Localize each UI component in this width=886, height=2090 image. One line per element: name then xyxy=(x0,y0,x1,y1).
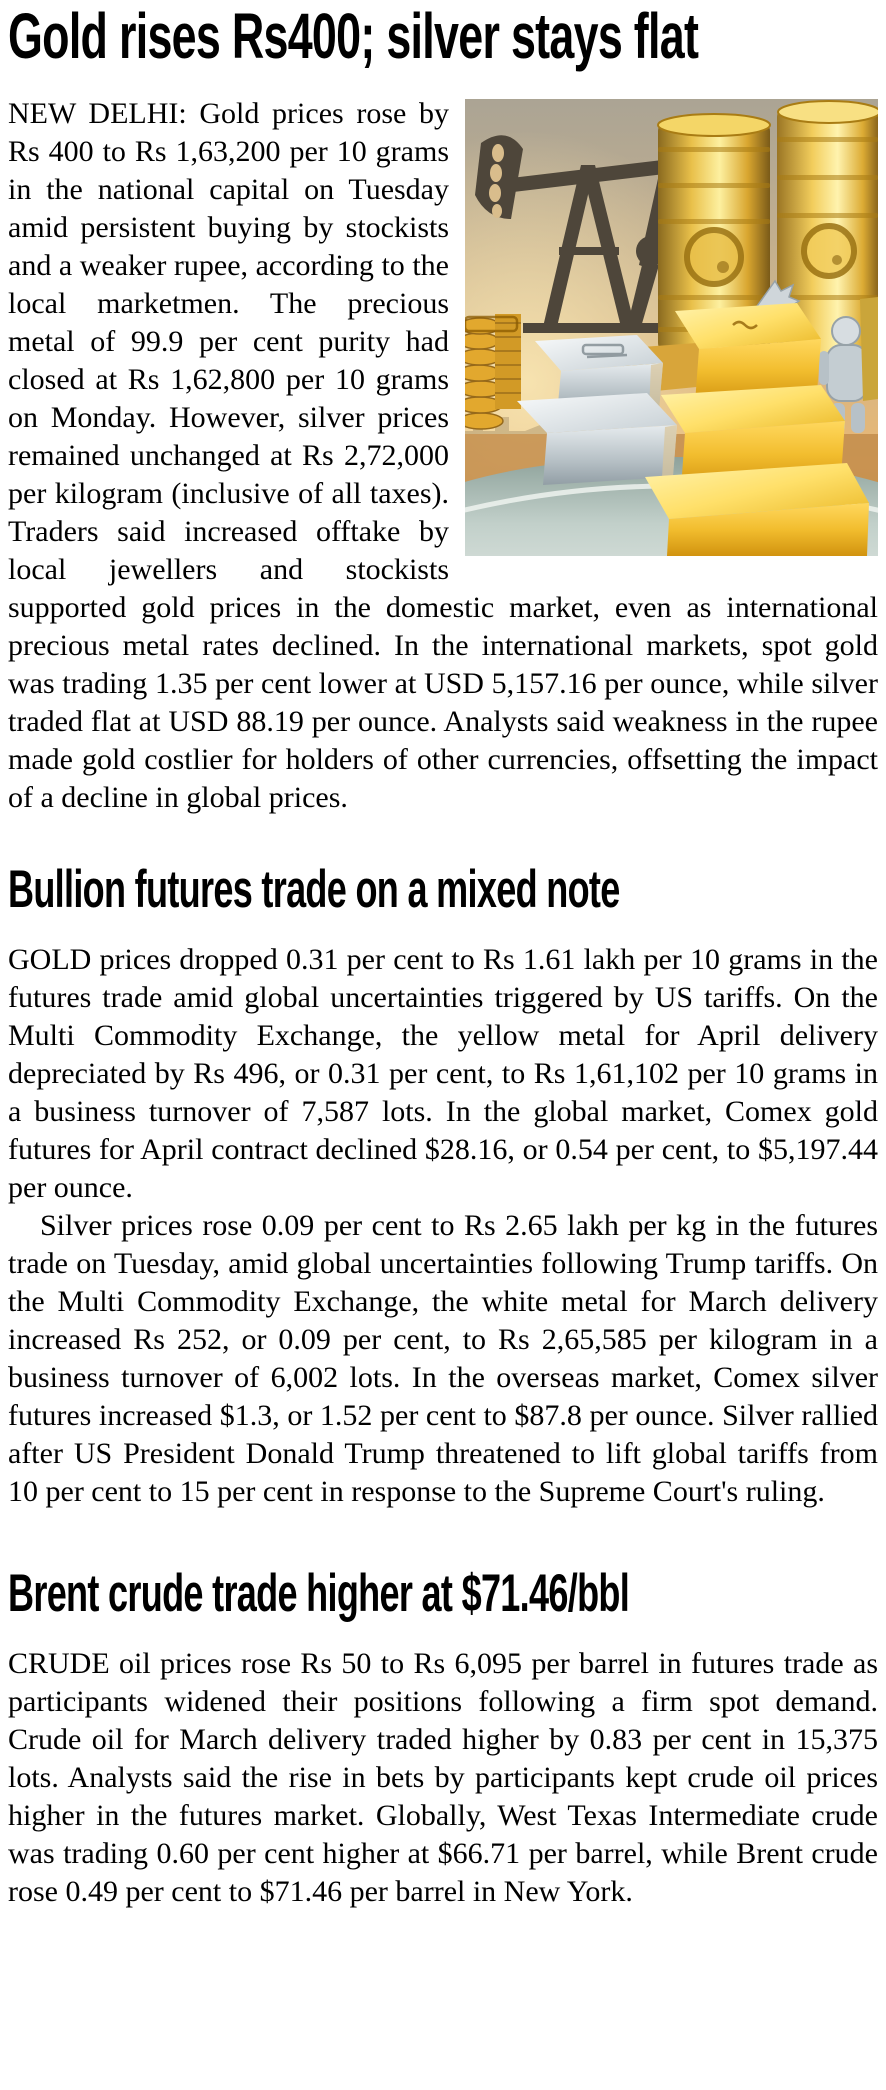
gold-barrels xyxy=(657,100,878,356)
story-gold-silver: NEW DELHI: Gold prices rose by Rs 400 to… xyxy=(8,95,878,817)
story-bullion-futures: GOLD prices dropped 0.31 per cent to Rs … xyxy=(8,941,878,1511)
story2-para1: GOLD prices dropped 0.31 per cent to Rs … xyxy=(8,943,878,1205)
article-photo xyxy=(465,99,878,557)
headline-bullion-futures: Bullion futures trade on a mixed note xyxy=(8,860,620,920)
story-brent-crude: CRUDE oil prices rose Rs 50 to Rs 6,095 … xyxy=(8,1645,878,1911)
story2-para2: Silver prices rose 0.09 per cent to Rs 2… xyxy=(8,1209,878,1509)
news-article: Gold rises Rs400; silver stays flat xyxy=(8,0,878,1911)
headline-gold-silver: Gold rises Rs400; silver stays flat xyxy=(8,0,699,72)
commodities-illustration xyxy=(465,99,878,557)
story1-body: NEW DELHI: Gold prices rose by Rs 400 to… xyxy=(8,97,878,815)
headline-brent-crude: Brent crude trade higher at $71.46/bbl xyxy=(8,1564,630,1624)
story3-body: CRUDE oil prices rose Rs 50 to Rs 6,095 … xyxy=(8,1647,878,1909)
silver-figurine xyxy=(753,279,875,434)
gold-bars xyxy=(465,297,878,557)
silver-bars xyxy=(517,335,717,486)
